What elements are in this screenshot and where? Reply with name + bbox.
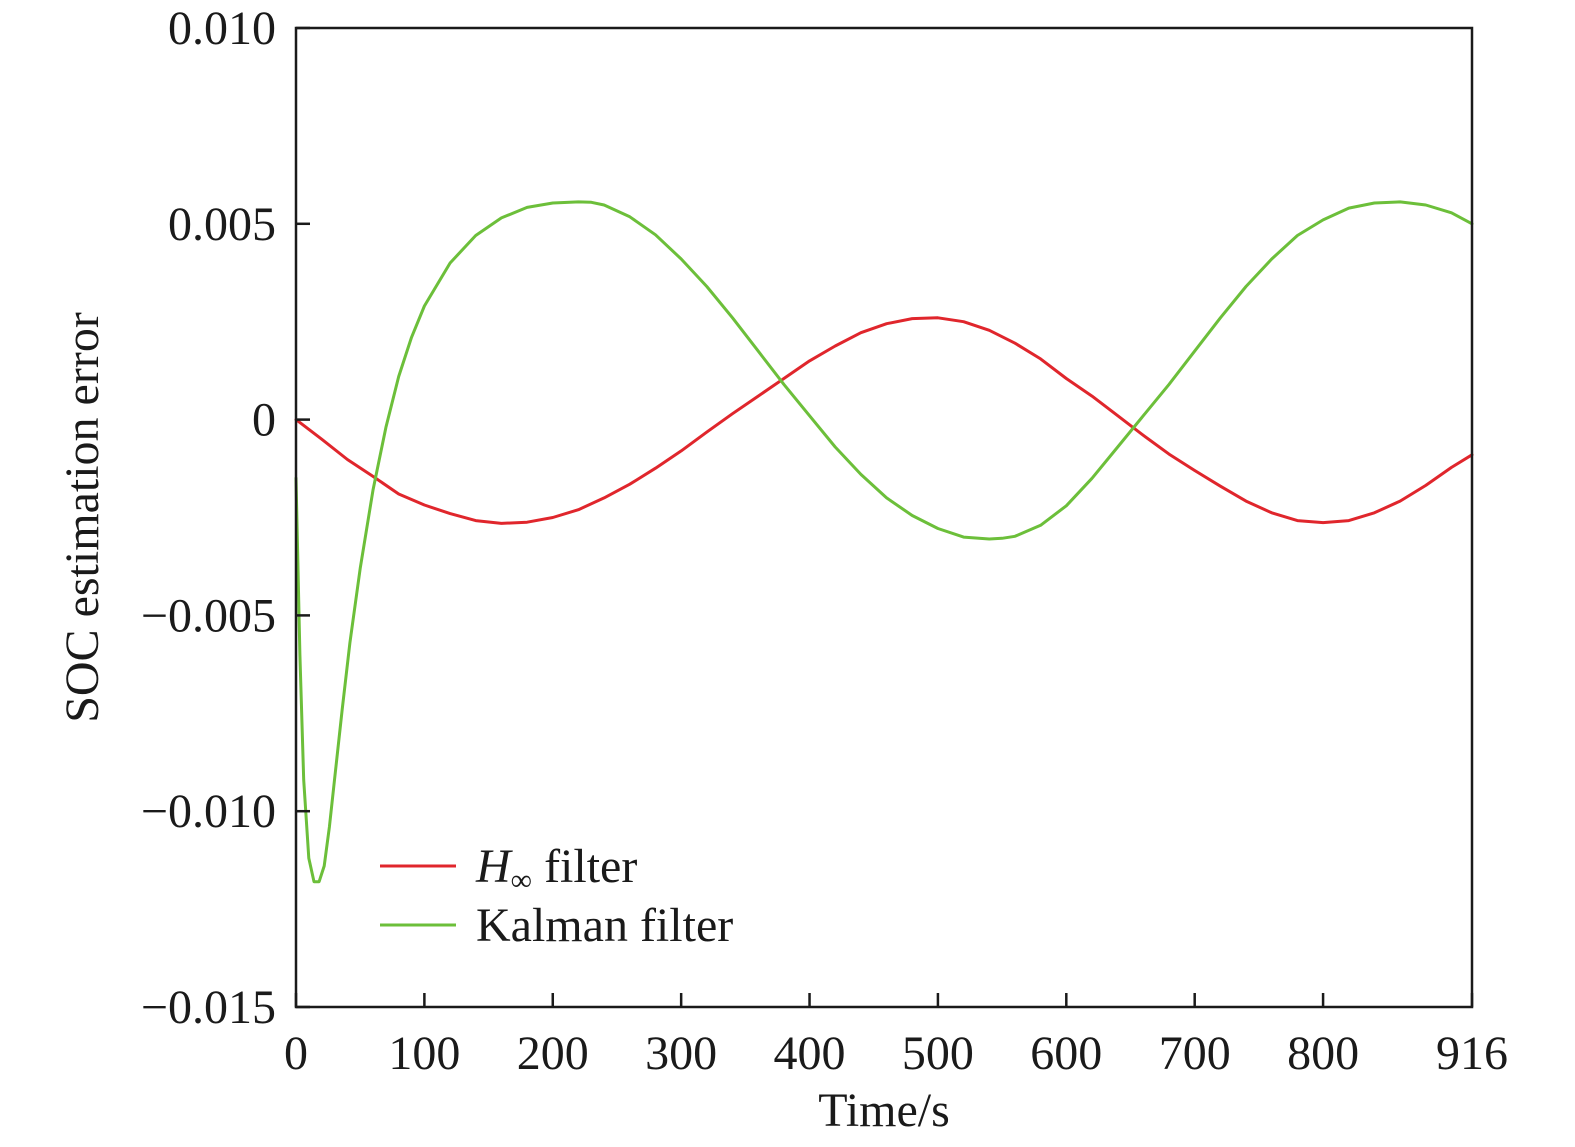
- y-axis-title: SOC estimation error: [56, 312, 109, 723]
- x-tick-label: 916: [1436, 1027, 1508, 1080]
- x-tick-label: 700: [1159, 1027, 1231, 1080]
- x-tick-label: 800: [1287, 1027, 1359, 1080]
- legend-label-main: H: [475, 840, 513, 893]
- series-line-0: [294, 316, 1474, 525]
- series-line-1: [294, 200, 1474, 884]
- legend-label-main: Kalman filter: [476, 899, 733, 952]
- legend-label-1: Kalman filter: [476, 899, 733, 952]
- legend-label-sub: ∞: [511, 864, 532, 897]
- y-tick-label: −0.010: [141, 785, 276, 838]
- x-tick-label: 200: [517, 1027, 589, 1080]
- plot-frame: [294, 26, 1474, 1009]
- series-layer: [294, 200, 1474, 884]
- y-tick-label: 0.010: [168, 2, 276, 55]
- y-tick-label: 0.005: [168, 198, 276, 251]
- x-tick-label: 0: [284, 1027, 308, 1080]
- ticks-layer: 0 100 200 300 400 500 600 700 800 9160.0100.0050−…: [141, 2, 1508, 1080]
- y-tick-label: −0.005: [141, 589, 276, 642]
- x-axis-title: Time/s: [818, 1084, 950, 1137]
- legend-label-rest: filter: [532, 840, 637, 893]
- x-tick-label: 100: [388, 1027, 460, 1080]
- x-tick-label: 500: [902, 1027, 974, 1080]
- y-tick-label: −0.015: [141, 981, 276, 1034]
- legend-label-0: H∞ filter: [475, 840, 637, 897]
- x-tick-label: 300: [645, 1027, 717, 1080]
- y-tick-label: 0: [252, 394, 276, 447]
- x-tick-label: 400: [774, 1027, 846, 1080]
- x-tick-label: 600: [1030, 1027, 1102, 1080]
